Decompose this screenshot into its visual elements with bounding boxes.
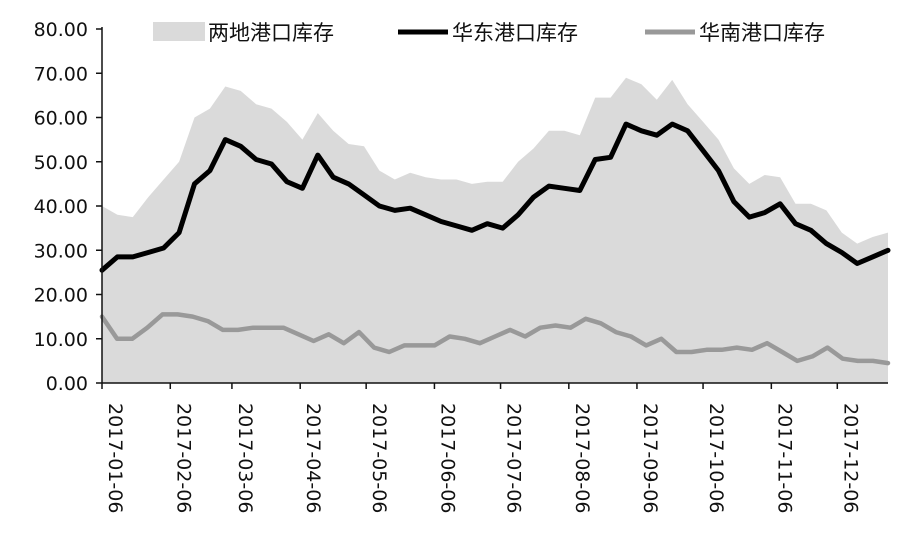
- y-tick-label: 20.00: [34, 285, 88, 307]
- area-layer: [102, 77, 888, 383]
- y-tick-label: 50.00: [34, 152, 88, 174]
- x-tick-label: 2017-08-06: [571, 403, 593, 513]
- ticks: 0.00 10.00 20.00 30.00 40.00 50.00 60.00 70.00 8…: [34, 19, 862, 513]
- area-combined-stock: [102, 77, 888, 383]
- legend-item-east: 华东港口库存: [398, 21, 578, 45]
- legend-item-combined: 两地港口库存: [153, 21, 334, 45]
- axes: [101, 27, 888, 384]
- y-tick-label: 10.00: [34, 329, 88, 351]
- x-tick-label: 2017-10-06: [705, 403, 727, 513]
- x-tick-label: 2017-02-06: [172, 403, 194, 513]
- y-tick-label: 60.00: [34, 108, 88, 130]
- y-tick-label: 80.00: [34, 19, 88, 41]
- y-tick-label: 40.00: [34, 196, 88, 218]
- x-tick-label: 2017-03-06: [234, 403, 256, 513]
- legend-label-combined: 两地港口库存: [208, 21, 334, 45]
- x-tick-label: 2017-05-06: [368, 403, 390, 513]
- y-tick-label: 70.00: [34, 63, 88, 85]
- legend-item-south: 华南港口库存: [645, 21, 825, 45]
- y-tick-label: 0.00: [46, 373, 88, 395]
- x-tick-label: 2017-06-06: [436, 403, 458, 513]
- legend: 两地港口库存 华东港口库存 华南港口库存: [153, 21, 825, 45]
- x-tick-label: 2017-12-06: [839, 403, 861, 513]
- x-tick-label: 2017-01-06: [104, 403, 126, 513]
- legend-swatch-combined: [153, 22, 205, 41]
- x-tick-label: 2017-04-06: [302, 403, 324, 513]
- y-tick-label: 30.00: [34, 240, 88, 262]
- x-tick-label: 2017-11-06: [773, 403, 795, 513]
- x-tick-label: 2017-07-06: [503, 403, 525, 513]
- legend-label-east: 华东港口库存: [452, 21, 578, 45]
- legend-label-south: 华南港口库存: [699, 21, 825, 45]
- line-east-stock: [99, 121, 891, 273]
- line-south-stock: [99, 312, 891, 366]
- line-layer: [99, 121, 891, 366]
- x-tick-label: 2017-09-06: [639, 403, 661, 513]
